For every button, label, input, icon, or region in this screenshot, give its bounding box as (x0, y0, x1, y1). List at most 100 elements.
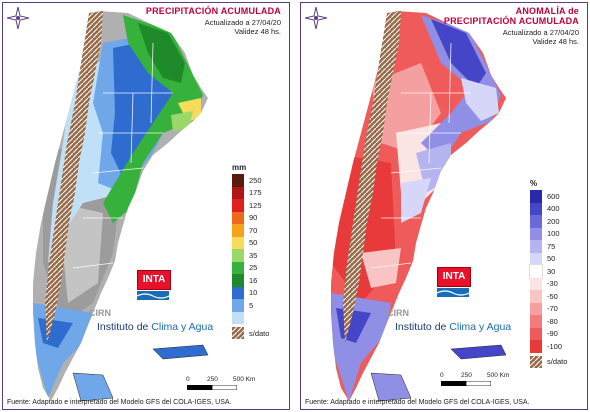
legend-item: 70 (232, 224, 275, 237)
legend-item: 30 (529, 264, 573, 279)
legend-swatch (232, 186, 244, 199)
legend-label: 100 (547, 229, 560, 239)
legend-item: 75 (530, 240, 573, 253)
legend-unit: mm (232, 163, 247, 172)
inta-wave-icon (137, 291, 169, 300)
legend-label: -30 (547, 279, 558, 289)
legend-item: -50 (530, 290, 573, 303)
scale-label-250: 250 (461, 372, 472, 379)
legend-label: 75 (547, 241, 556, 251)
legend-swatch (232, 299, 244, 312)
legend-swatch (232, 199, 244, 212)
legend-item: -70 (530, 302, 573, 315)
map-subtitle: Actualizado a 27/04/20 Validez 48 hs. (502, 28, 579, 46)
legend-swatch (530, 340, 542, 353)
legend-label: 200 (547, 216, 560, 226)
inta-logo: INTA (137, 270, 171, 290)
legend-nodata-item: s/dato (232, 327, 275, 340)
legend-swatch (530, 290, 542, 303)
scale-bar (441, 381, 491, 386)
legend-label: 16 (249, 275, 258, 285)
legend-swatch (530, 227, 542, 240)
legend-item: -90 (530, 327, 573, 340)
legend-item: 5 (232, 299, 275, 312)
map-title: PRECIPITACIÓN ACUMULADA (145, 6, 281, 16)
nodata-hatch-swatch (232, 327, 244, 340)
legend-label: -100 (547, 341, 563, 351)
inta-wave-icon (437, 288, 469, 297)
legend-label: 10 (249, 288, 258, 298)
legend-label: -70 (547, 304, 558, 314)
legend-label: -90 (547, 329, 558, 339)
legend-item (232, 311, 275, 324)
legend-swatch (232, 236, 244, 249)
institute-name: Instituto de Clima y Agua (97, 321, 214, 333)
legend-swatch (530, 302, 542, 315)
scale-label-500: 500 Km (487, 372, 510, 379)
scale-label-250: 250 (207, 376, 218, 383)
scale-bar (187, 385, 237, 390)
legend-swatch (232, 311, 244, 324)
legend-label: 30 (547, 266, 556, 276)
precipitation-map (33, 11, 209, 402)
anomaly-map (331, 11, 507, 402)
scale-label-0: 0 (440, 372, 444, 379)
legend-item: 200 (530, 215, 573, 228)
legend-swatch (530, 215, 542, 228)
legend-swatch (530, 327, 542, 340)
legend-nodata-item: s/dato (530, 355, 573, 369)
legend-label: s/dato (249, 328, 270, 338)
legend-item: 125 (232, 199, 275, 212)
legend-label: s/dato (547, 357, 568, 367)
legend-unit: % (530, 179, 538, 188)
legend-swatch (232, 274, 244, 287)
legend-swatch (232, 261, 244, 274)
legend-swatch (529, 264, 543, 279)
precipitation-map-panel: PRECIPITACIÓN ACUMULADA Actualizado a 27… (2, 2, 290, 410)
anomaly-map-panel: ANOMALÍA de PRECIPITACIÓN ACUMULADA Actu… (300, 2, 588, 410)
legend-swatch (232, 249, 244, 262)
scale-label-500: 500 Km (233, 376, 256, 383)
legend-item: 25 (232, 261, 275, 274)
nodata-hatch-swatch (530, 355, 542, 368)
institute-name: Instituto de Clima y Agua (395, 321, 512, 333)
legend-swatch (232, 224, 244, 237)
legend-label: 175 (249, 188, 262, 198)
legend-swatch (530, 315, 542, 328)
legend-item: 35 (232, 249, 275, 262)
source-footer: Fuente: Adaptado e interpretado del Mode… (305, 399, 530, 406)
legend-label: 90 (249, 213, 258, 223)
legend-item: 100 (530, 227, 573, 240)
source-footer: Fuente: Adaptado e interpretado del Mode… (7, 399, 232, 406)
legend-label: 5 (249, 300, 254, 310)
legend-swatch (232, 286, 244, 299)
inta-logo: INTA (437, 267, 471, 287)
legend-label: 35 (249, 250, 258, 260)
compass-rose-icon (7, 7, 29, 29)
legend-label: 50 (547, 254, 556, 264)
legend-item: 250 (232, 174, 275, 187)
legend-swatch (530, 240, 542, 253)
legend-item: -80 (530, 315, 573, 328)
legend-label: 125 (249, 200, 262, 210)
map-subtitle: Actualizado a 27/04/20 Validez 48 hs. (204, 18, 281, 36)
legend-item: 10 (232, 286, 275, 299)
legend-label: 50 (249, 238, 258, 248)
legend-swatch (530, 190, 542, 203)
legend-swatch (232, 174, 244, 187)
legend-item: 175 (232, 186, 275, 199)
legend-item: 16 (232, 274, 275, 287)
legend-item: 400 (530, 202, 573, 215)
legend-item: 50 (530, 252, 573, 265)
cirn-label: CIRN (89, 308, 111, 318)
legend-label: 250 (249, 175, 262, 185)
compass-rose-icon (305, 7, 327, 29)
legend-label: 25 (249, 263, 258, 273)
legend-item: 50 (232, 236, 275, 249)
legend-label: -80 (547, 316, 558, 326)
legend-swatch (530, 277, 542, 290)
legend-item: -30 (530, 277, 573, 290)
legend-label: 600 (547, 191, 560, 201)
legend-swatch (232, 211, 244, 224)
map-title: ANOMALÍA de PRECIPITACIÓN ACUMULADA (443, 6, 579, 26)
